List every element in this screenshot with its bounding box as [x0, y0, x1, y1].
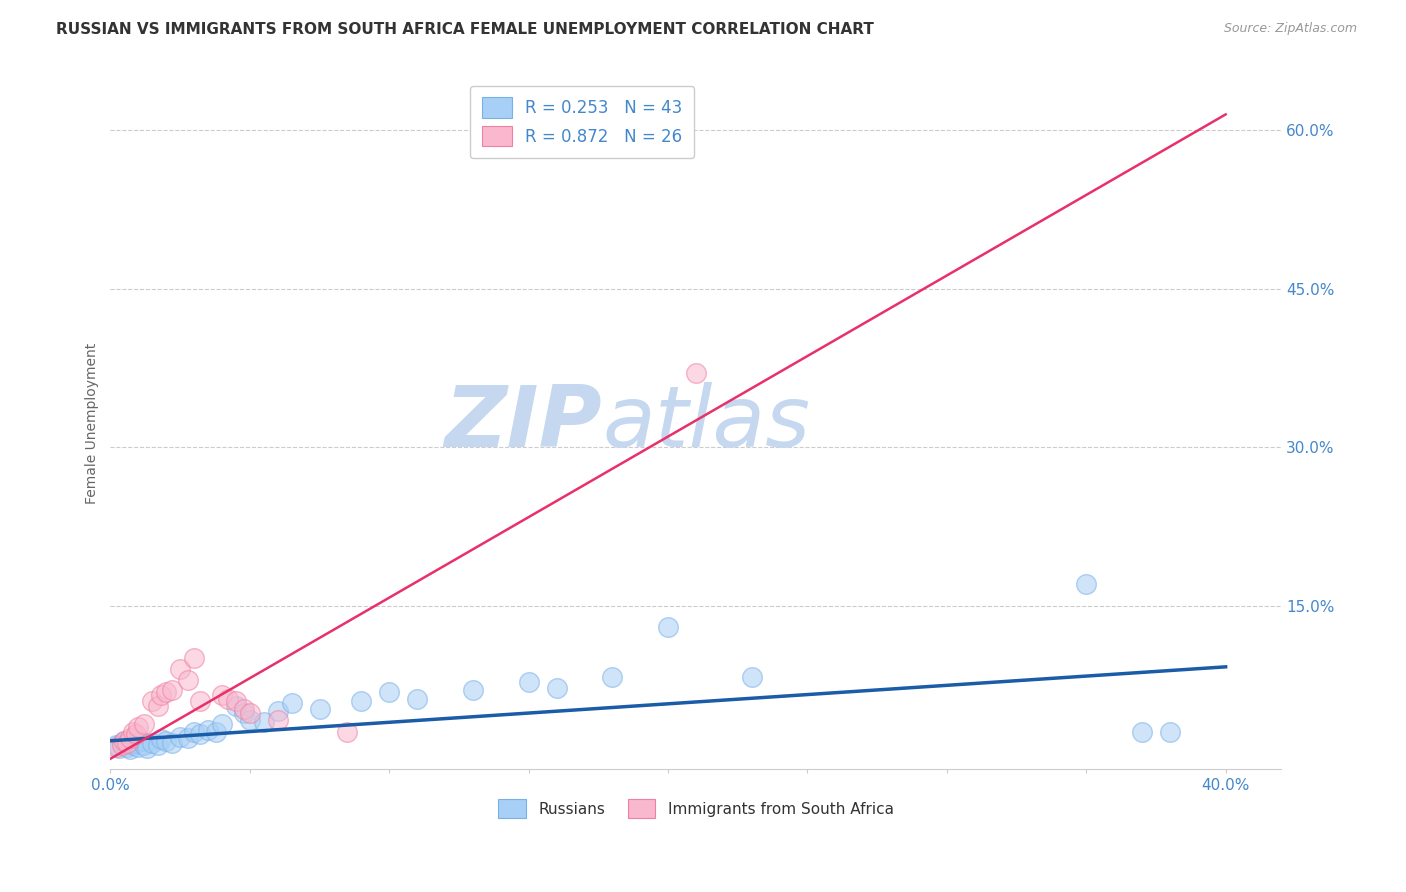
Point: [378, 685, 401, 699]
Point: [112, 733, 135, 747]
Point: [205, 725, 228, 739]
Point: [225, 693, 247, 707]
Point: [104, 740, 127, 755]
Text: RUSSIAN VS IMMIGRANTS FROM SOUTH AFRICA FEMALE UNEMPLOYMENT CORRELATION CHART: RUSSIAN VS IMMIGRANTS FROM SOUTH AFRICA …: [56, 22, 875, 37]
Point: [104, 738, 127, 752]
Point: [155, 685, 177, 699]
Point: [741, 670, 763, 684]
Point: [155, 733, 177, 747]
Point: [135, 741, 157, 756]
Point: [127, 720, 149, 734]
Point: [217, 691, 239, 706]
Point: [160, 683, 183, 698]
Point: [141, 693, 163, 707]
Point: [118, 731, 141, 745]
Point: [1159, 725, 1181, 739]
Point: [124, 736, 146, 750]
Text: ZIP: ZIP: [444, 382, 602, 465]
Point: [267, 713, 290, 727]
Point: [267, 704, 290, 718]
Point: [177, 731, 200, 745]
Point: [239, 713, 262, 727]
Point: [115, 740, 138, 755]
Point: [233, 706, 256, 721]
Y-axis label: Female Unemployment: Female Unemployment: [86, 343, 100, 504]
Point: [127, 740, 149, 755]
Point: [160, 736, 183, 750]
Point: [211, 717, 233, 731]
Text: Source: ZipAtlas.com: Source: ZipAtlas.com: [1223, 22, 1357, 36]
Point: [225, 698, 247, 713]
Point: [132, 738, 155, 752]
Point: [110, 736, 132, 750]
Point: [211, 689, 233, 703]
Point: [183, 651, 205, 665]
Point: [517, 674, 540, 689]
Point: [336, 725, 359, 739]
Point: [121, 725, 143, 739]
Point: [118, 742, 141, 756]
Legend: Russians, Immigrants from South Africa: Russians, Immigrants from South Africa: [492, 793, 900, 824]
Point: [110, 738, 132, 752]
Point: [149, 731, 172, 746]
Point: [546, 681, 568, 695]
Point: [124, 727, 146, 741]
Point: [141, 736, 163, 750]
Point: [149, 689, 172, 703]
Point: [197, 723, 219, 738]
Point: [177, 673, 200, 687]
Point: [233, 702, 256, 716]
Point: [461, 683, 484, 698]
Point: [121, 738, 143, 752]
Point: [406, 691, 429, 706]
Point: [107, 741, 129, 756]
Point: [1130, 725, 1153, 739]
Point: [657, 620, 679, 634]
Point: [115, 736, 138, 750]
Point: [239, 706, 262, 721]
Point: [169, 730, 191, 744]
Point: [685, 366, 707, 380]
Point: [183, 725, 205, 739]
Point: [253, 714, 276, 729]
Point: [112, 733, 135, 747]
Point: [169, 662, 191, 676]
Point: [132, 717, 155, 731]
Point: [600, 670, 623, 684]
Point: [188, 693, 211, 707]
Point: [146, 738, 169, 752]
Point: [308, 702, 330, 716]
Point: [146, 698, 169, 713]
Point: [188, 727, 211, 741]
Point: [1076, 577, 1098, 591]
Point: [280, 696, 302, 710]
Point: [129, 733, 152, 747]
Text: atlas: atlas: [602, 382, 810, 465]
Point: [350, 693, 373, 707]
